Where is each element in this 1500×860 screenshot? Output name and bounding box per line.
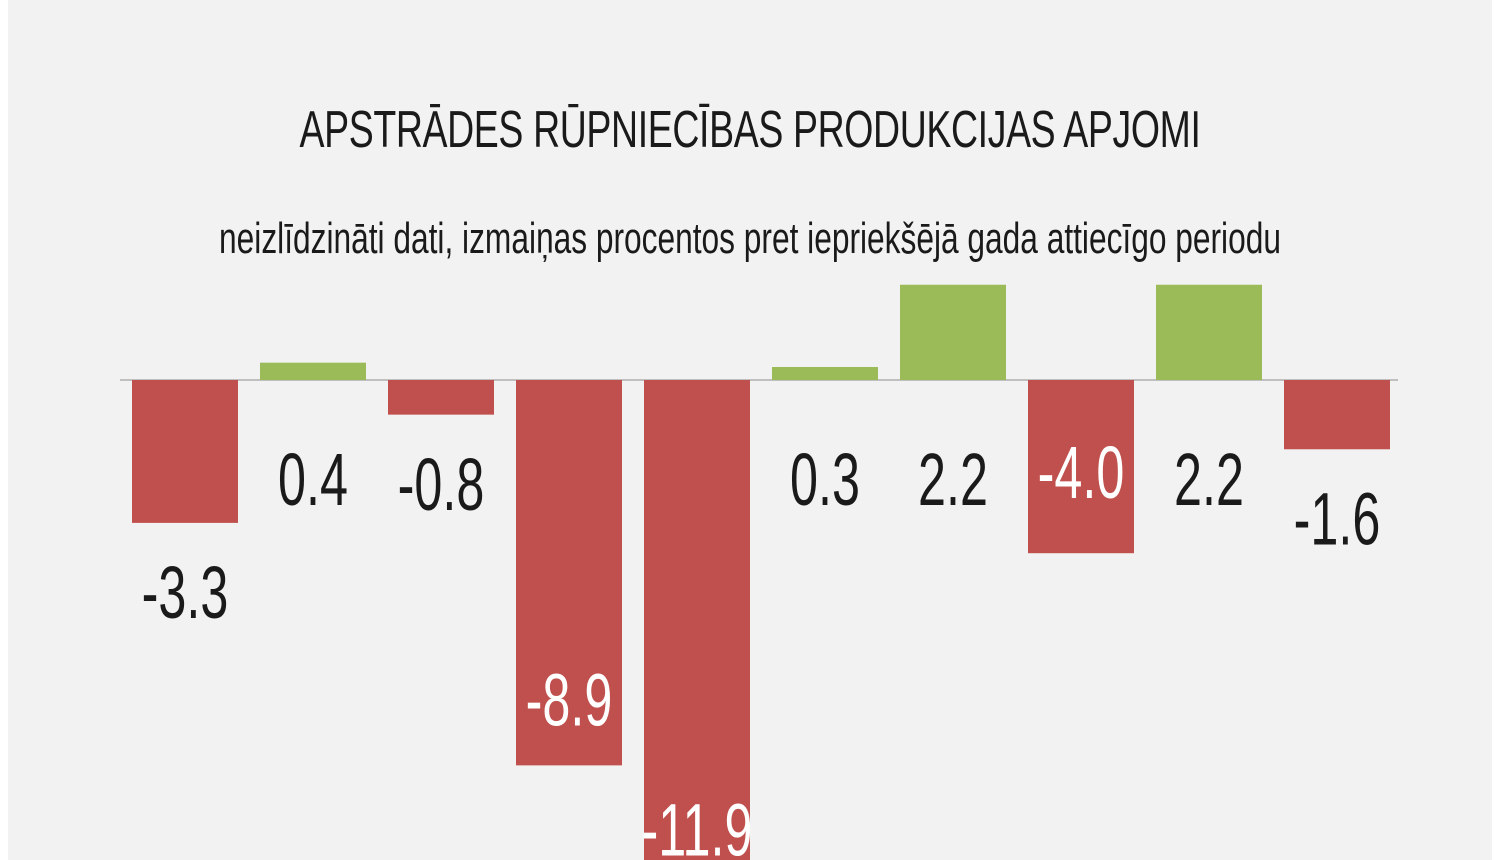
bar-chart: -3.3 0.4 -0.8 -8.9 -11.9 0.3 2.2 -4.0 2.2 -1.6	[120, 284, 1398, 860]
chart-title: APSTRĀDES RŪPNIECĪBAS PRODUKCIJAS APJOMI	[299, 101, 1201, 159]
data-label-8: -4.0	[1038, 433, 1125, 515]
bar-5	[644, 380, 750, 860]
data-label-2: 0.4	[278, 440, 348, 522]
bar-6	[772, 367, 878, 380]
data-label-10: -1.6	[1294, 479, 1381, 561]
data-label-1: -3.3	[142, 552, 229, 634]
data-label-5: -11.9	[642, 790, 753, 860]
chart-frame: APSTRĀDES RŪPNIECĪBAS PRODUKCIJAS APJOMI…	[8, 0, 1492, 860]
data-label-4: -8.9	[526, 660, 613, 742]
bar-7	[900, 284, 1006, 380]
data-label-7: 2.2	[918, 440, 988, 522]
bar-3	[388, 380, 494, 415]
data-label-3: -0.8	[398, 445, 485, 527]
bar-9	[1156, 284, 1262, 380]
bar-1	[132, 380, 238, 523]
bar-8	[1028, 380, 1134, 554]
chart-subtitle: neizlīdzināti dati, izmaiņas procentos p…	[219, 214, 1281, 263]
data-label-9: 2.2	[1174, 440, 1244, 522]
bar-2	[260, 362, 366, 380]
bar-10	[1284, 380, 1390, 450]
bar-4	[516, 380, 622, 766]
data-label-6: 0.3	[790, 440, 860, 522]
